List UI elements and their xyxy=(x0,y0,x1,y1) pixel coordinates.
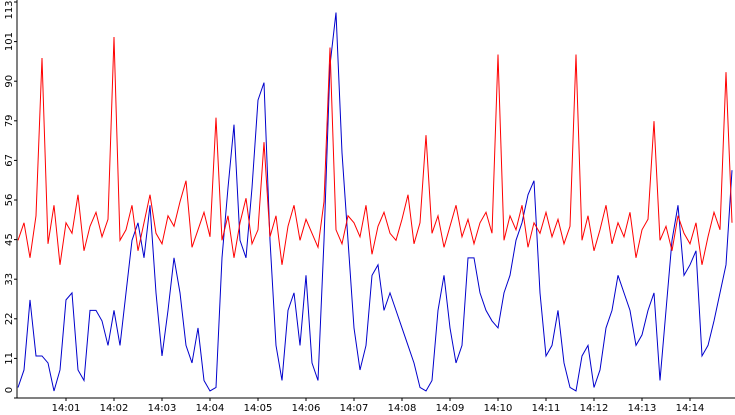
x-tick-label: 14:09 xyxy=(436,403,465,414)
x-tick-label: 14:04 xyxy=(196,403,225,414)
y-tick-label: 79 xyxy=(4,114,15,127)
x-tick-label: 14:03 xyxy=(148,403,177,414)
y-tick-label: 56 xyxy=(4,194,15,207)
y-tick-label: 67 xyxy=(4,154,15,167)
y-tick-label: 33 xyxy=(4,273,15,286)
y-tick-label: 11 xyxy=(4,352,15,365)
y-tick-label: 45 xyxy=(4,233,15,246)
y-tick-label: 101 xyxy=(4,32,15,51)
x-tick-label: 14:11 xyxy=(532,403,561,414)
x-tick-label: 14:10 xyxy=(484,403,513,414)
x-tick-label: 14:12 xyxy=(580,403,609,414)
x-tick-label: 14:13 xyxy=(628,403,657,414)
x-tick-label: 14:06 xyxy=(292,403,321,414)
y-tick-label: 0 xyxy=(4,387,15,393)
series-line xyxy=(17,37,733,265)
y-tick-label: 113 xyxy=(4,0,15,19)
y-tick-label: 90 xyxy=(4,75,15,88)
series-line xyxy=(17,12,733,392)
x-tick-label: 14:02 xyxy=(100,403,129,414)
x-tick-label: 14:08 xyxy=(388,403,417,414)
x-tick-label: 14:14 xyxy=(676,403,705,414)
x-tick-label: 14:07 xyxy=(340,403,369,414)
x-tick-label: 14:05 xyxy=(244,403,273,414)
x-tick-label: 14:01 xyxy=(52,403,81,414)
y-tick-label: 22 xyxy=(4,312,15,325)
